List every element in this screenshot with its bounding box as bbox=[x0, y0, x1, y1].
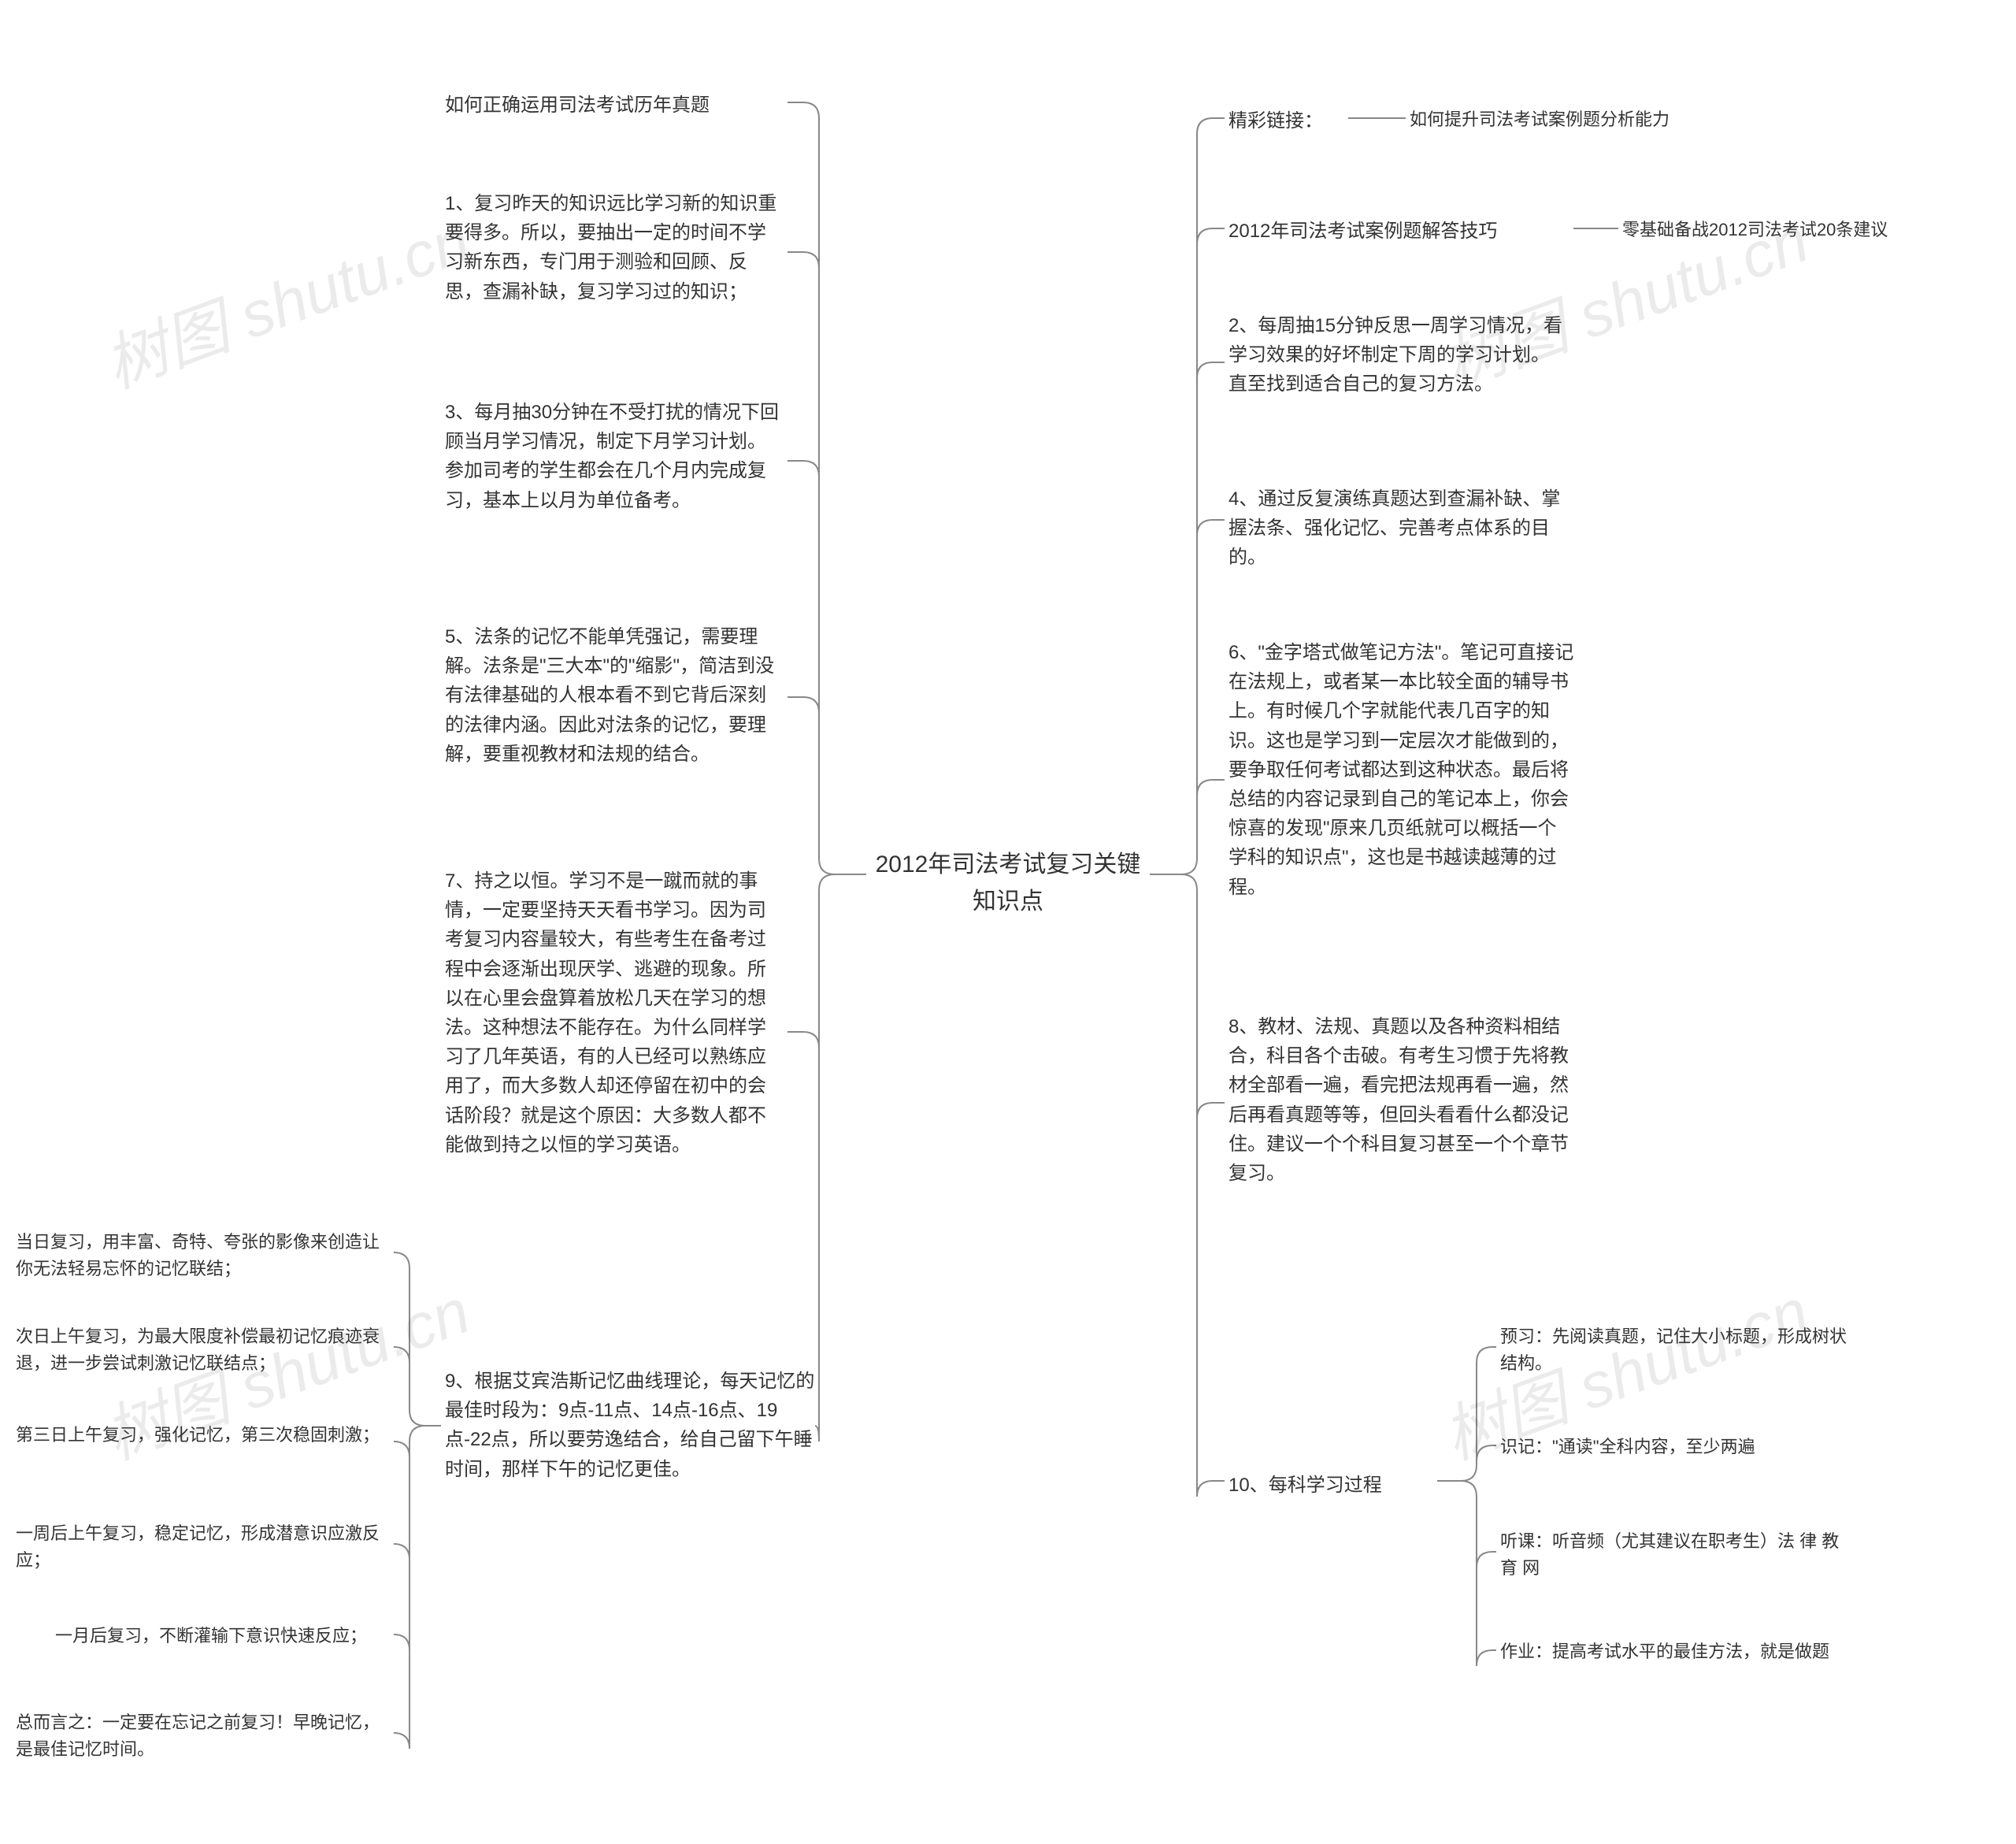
leaf-left-0: 当日复习，用丰富、奇特、夸张的影像来创造让你无法轻易忘怀的记忆联结； bbox=[16, 1229, 394, 1282]
branch-left-0: 如何正确运用司法考试历年真题 bbox=[445, 91, 784, 120]
leaf-left-2: 第三日上午复习，强化记忆，第三次稳固刺激； bbox=[16, 1422, 394, 1449]
branch-right-1: 2012年司法考试案例题解答技巧 bbox=[1228, 217, 1567, 246]
branch-left-1: 1、复习昨天的知识远比学习新的知识重要得多。所以，要抽出一定的时间不学习新东西，… bbox=[445, 189, 784, 306]
branch-right-6: 10、每科学习过程 bbox=[1228, 1471, 1433, 1500]
branch-left-4: 7、持之以恒。学习不是一蹴而就的事情，一定要坚持天天看书学习。因为司考复习内容量… bbox=[445, 866, 784, 1159]
branch-right-3: 4、通过反复演练真题达到查漏补缺、掌握法条、强化记忆、完善考点体系的目的。 bbox=[1228, 484, 1567, 573]
leaf-left-1: 次日上午复习，为最大限度补偿最初记忆痕迹衰退，进一步尝试刺激记忆联结点； bbox=[16, 1323, 394, 1377]
branch-right-5: 8、教材、法规、真题以及各种资料相结合，科目各个击破。有考生习惯于先将教材全部看… bbox=[1228, 1012, 1575, 1188]
branch-right-0: 精彩链接： bbox=[1228, 106, 1347, 135]
leaf-left-5: 总而言之：一定要在忘记之前复习！早晚记忆，是最佳记忆时间。 bbox=[16, 1709, 394, 1763]
branch-right-4: 6、"金字塔式做笔记方法"。笔记可直接记在法规上，或者某一本比较全面的辅导书上。… bbox=[1228, 638, 1575, 902]
mindmap-canvas: 2012年司法考试复习关键 知识点 树图 shutu.cn 树图 shutu.c… bbox=[0, 0, 2016, 1844]
leaf-left-3: 一周后上午复习，稳定记忆，形成潜意识应激反应； bbox=[16, 1520, 394, 1574]
branch-left-2: 3、每月抽30分钟在不受打扰的情况下回顾当月学习情况，制定下月学习计划。参加司考… bbox=[445, 398, 784, 515]
branch-right-0b: 如何提升司法考试案例题分析能力 bbox=[1410, 106, 1709, 133]
leaf-right-1: 识记："通读"全科内容，至少两遍 bbox=[1500, 1434, 1815, 1460]
watermark: 树图 shutu.cn bbox=[91, 190, 480, 406]
branch-right-1b: 零基础备战2012司法考试20条建议 bbox=[1622, 217, 1937, 243]
branch-left-5: 9、根据艾宾浩斯记忆曲线理论，每天记忆的最佳时段为：9点-11点、14点-16点… bbox=[445, 1367, 815, 1484]
leaf-right-0: 预习：先阅读真题，记住大小标题，形成树状结构。 bbox=[1500, 1323, 1855, 1377]
leaf-right-2: 听课：听音频（尤其建议在职考生）法 律 教 育 网 bbox=[1500, 1528, 1855, 1582]
branch-right-2: 2、每周抽15分钟反思一周学习情况，看学习效果的好坏制定下周的学习计划。直至找到… bbox=[1228, 311, 1567, 399]
leaf-right-3: 作业：提高考试水平的最佳方法，就是做题 bbox=[1500, 1638, 1855, 1665]
root-node: 2012年司法考试复习关键 知识点 bbox=[866, 847, 1150, 920]
branch-left-3: 5、法条的记忆不能单凭强记，需要理解。法条是"三大本"的"缩影"，简洁到没有法律… bbox=[445, 622, 784, 769]
leaf-left-4: 一月后复习，不断灌输下意识快速反应； bbox=[55, 1623, 394, 1649]
